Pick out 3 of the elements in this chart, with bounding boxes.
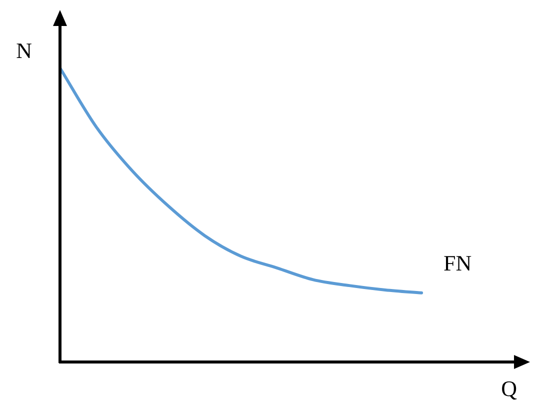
annotation: FN <box>444 250 472 276</box>
x-axis-title: Q <box>501 376 518 401</box>
y-axis-title: N <box>16 38 32 63</box>
